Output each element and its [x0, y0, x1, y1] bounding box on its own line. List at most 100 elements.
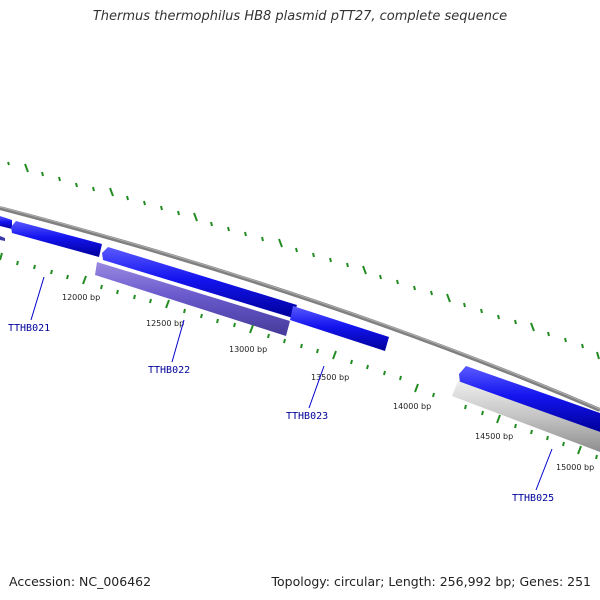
ruler-mark [283, 338, 286, 344]
ruler-label: 12000 bp [62, 293, 100, 302]
ruler-mark [379, 274, 382, 280]
ruler-mark [193, 212, 198, 222]
ruler-mark [396, 279, 399, 285]
ruler-mark [383, 370, 386, 376]
inner-ruler [0, 252, 598, 460]
gene-arrow [0, 236, 5, 241]
forward-genes [0, 216, 600, 432]
ruler-mark [295, 247, 298, 253]
ruler-label: 14500 bp [475, 432, 513, 441]
ruler-mark [463, 302, 466, 308]
gene-labels: TTHB021 TTHB022 TTHB023 TTHB025 [8, 323, 554, 504]
ruler-mark [414, 383, 419, 393]
ruler-mark [66, 274, 69, 280]
ruler-mark [547, 331, 550, 337]
ruler-mark [581, 343, 584, 349]
ruler-mark [126, 195, 129, 201]
ruler-mark [92, 186, 95, 192]
ruler-mark [16, 260, 19, 266]
ruler-mark [0, 252, 3, 261]
ruler-mark [596, 351, 600, 360]
ruler-label: 12500 bp [146, 319, 184, 328]
ruler-label: 13500 bp [311, 373, 349, 382]
plasmid-backbone-highlight [0, 206, 600, 410]
ruler-mark [514, 319, 517, 325]
ruler-mark [530, 429, 533, 435]
gene-arrow [459, 366, 600, 432]
ruler-mark [316, 348, 319, 354]
ruler-mark [227, 226, 230, 232]
ruler-mark [50, 269, 53, 275]
ruler-mark [116, 289, 119, 295]
ruler-mark [267, 333, 270, 339]
leader-line [30, 276, 45, 321]
ruler-mark [216, 318, 219, 324]
gene-arrow [11, 221, 102, 257]
ruler-mark [109, 187, 114, 197]
ruler-mark [149, 298, 152, 304]
ruler-label: 15000 bp [556, 463, 594, 472]
ruler-labels: 12000 bp 12500 bp 13000 bp 13500 bp 1400… [62, 293, 594, 472]
ruler-mark [249, 324, 254, 334]
ruler-mark [480, 308, 483, 314]
ruler-mark [350, 359, 353, 365]
ruler-mark [346, 262, 349, 268]
ruler-mark [160, 205, 163, 211]
ruler-mark [332, 350, 337, 360]
ruler-mark [562, 441, 565, 447]
ruler-mark [183, 308, 186, 314]
ruler-mark [244, 231, 247, 237]
ruler-mark [165, 299, 170, 309]
ruler-mark [481, 410, 484, 416]
gene-arrow [452, 381, 600, 452]
ruler-mark [41, 171, 44, 177]
ruler-mark [595, 454, 598, 460]
gene-label: TTHB021 [8, 323, 50, 334]
ruler-mark [300, 343, 303, 349]
ruler-mark [432, 392, 435, 398]
ruler-mark [177, 210, 180, 216]
ruler-mark [58, 176, 61, 182]
ruler-mark [200, 313, 203, 319]
ruler-mark [233, 322, 236, 328]
ruler-label: 14000 bp [393, 402, 431, 411]
gene-label: TTHB022 [148, 365, 190, 376]
ruler-mark [577, 445, 582, 455]
ruler-mark [366, 364, 369, 370]
plasmid-backbone [0, 206, 600, 412]
accession-text: Accession: NC_006462 [9, 574, 152, 589]
ruler-mark [210, 221, 213, 227]
ruler-mark [496, 414, 501, 424]
ruler-mark [514, 423, 517, 429]
ruler-mark [133, 294, 136, 300]
gene-arrow [290, 306, 389, 351]
gene-arrow [102, 247, 297, 318]
gene-label: TTHB023 [286, 411, 328, 422]
ruler-mark [75, 182, 78, 188]
leader-line [171, 319, 185, 363]
ruler-mark [497, 314, 500, 320]
ruler-mark [546, 435, 549, 441]
ruler-mark [312, 252, 315, 258]
ruler-mark [24, 163, 29, 173]
ruler-mark [464, 404, 467, 410]
ruler-mark [362, 265, 367, 275]
ruler-mark [261, 236, 264, 242]
leader-line [535, 448, 553, 491]
ruler-mark [413, 285, 416, 291]
gene-arrow [0, 216, 12, 229]
summary-text: Topology: circular; Length: 256,992 bp; … [271, 574, 592, 589]
ruler-mark [82, 275, 87, 285]
ruler-mark [33, 264, 36, 270]
ruler-mark [430, 290, 433, 296]
leader-line [308, 365, 325, 409]
ruler-mark [329, 257, 332, 263]
outer-ruler [7, 161, 600, 360]
reverse-genes [95, 262, 600, 452]
ruler-label: 13000 bp [229, 345, 267, 354]
ruler-mark [143, 200, 146, 206]
ruler-mark [278, 238, 283, 248]
map-title: Thermus thermophilus HB8 plasmid pTT27, … [92, 9, 508, 24]
ruler-mark [446, 293, 451, 303]
